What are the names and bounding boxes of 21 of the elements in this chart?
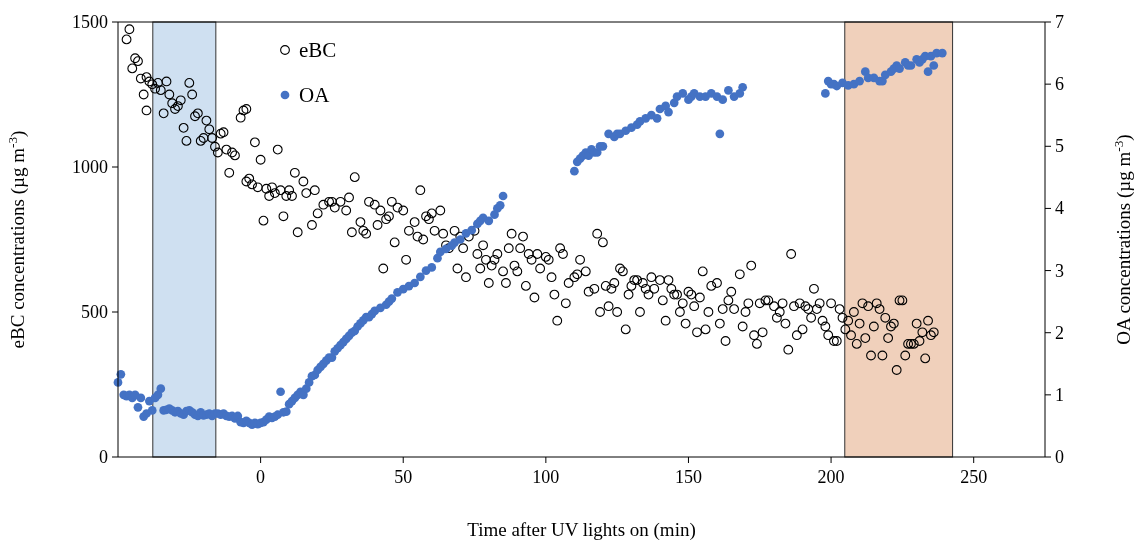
y2-tick-label: 1 — [1055, 384, 1064, 405]
y2-tick-label: 2 — [1055, 322, 1064, 343]
x-axis-title: Time after UV lights on (min) — [467, 519, 696, 541]
y-tick-label: 1500 — [72, 12, 108, 32]
y-tick-label: 500 — [81, 302, 108, 322]
x-tick-label: 100 — [532, 467, 560, 487]
x-tick-label: 200 — [817, 467, 845, 487]
y2-tick-label: 7 — [1055, 12, 1064, 32]
y2-tick-label: 4 — [1055, 198, 1064, 219]
x-tick-label: 150 — [674, 467, 702, 487]
legend-label: eBC — [299, 38, 337, 62]
y2-tick-label: 0 — [1055, 447, 1064, 467]
x-tick-label: 250 — [960, 467, 988, 487]
legend-label: OA — [299, 83, 331, 107]
y-tick-label: 0 — [99, 447, 108, 467]
y-tick-label: 1000 — [72, 157, 108, 177]
y2-tick-label: 5 — [1055, 136, 1064, 157]
y2-tick-label: 6 — [1055, 74, 1064, 95]
x-tick-label: 50 — [394, 467, 413, 487]
y2-tick-label: 3 — [1055, 260, 1064, 281]
x-tick-label: 0 — [256, 467, 266, 487]
